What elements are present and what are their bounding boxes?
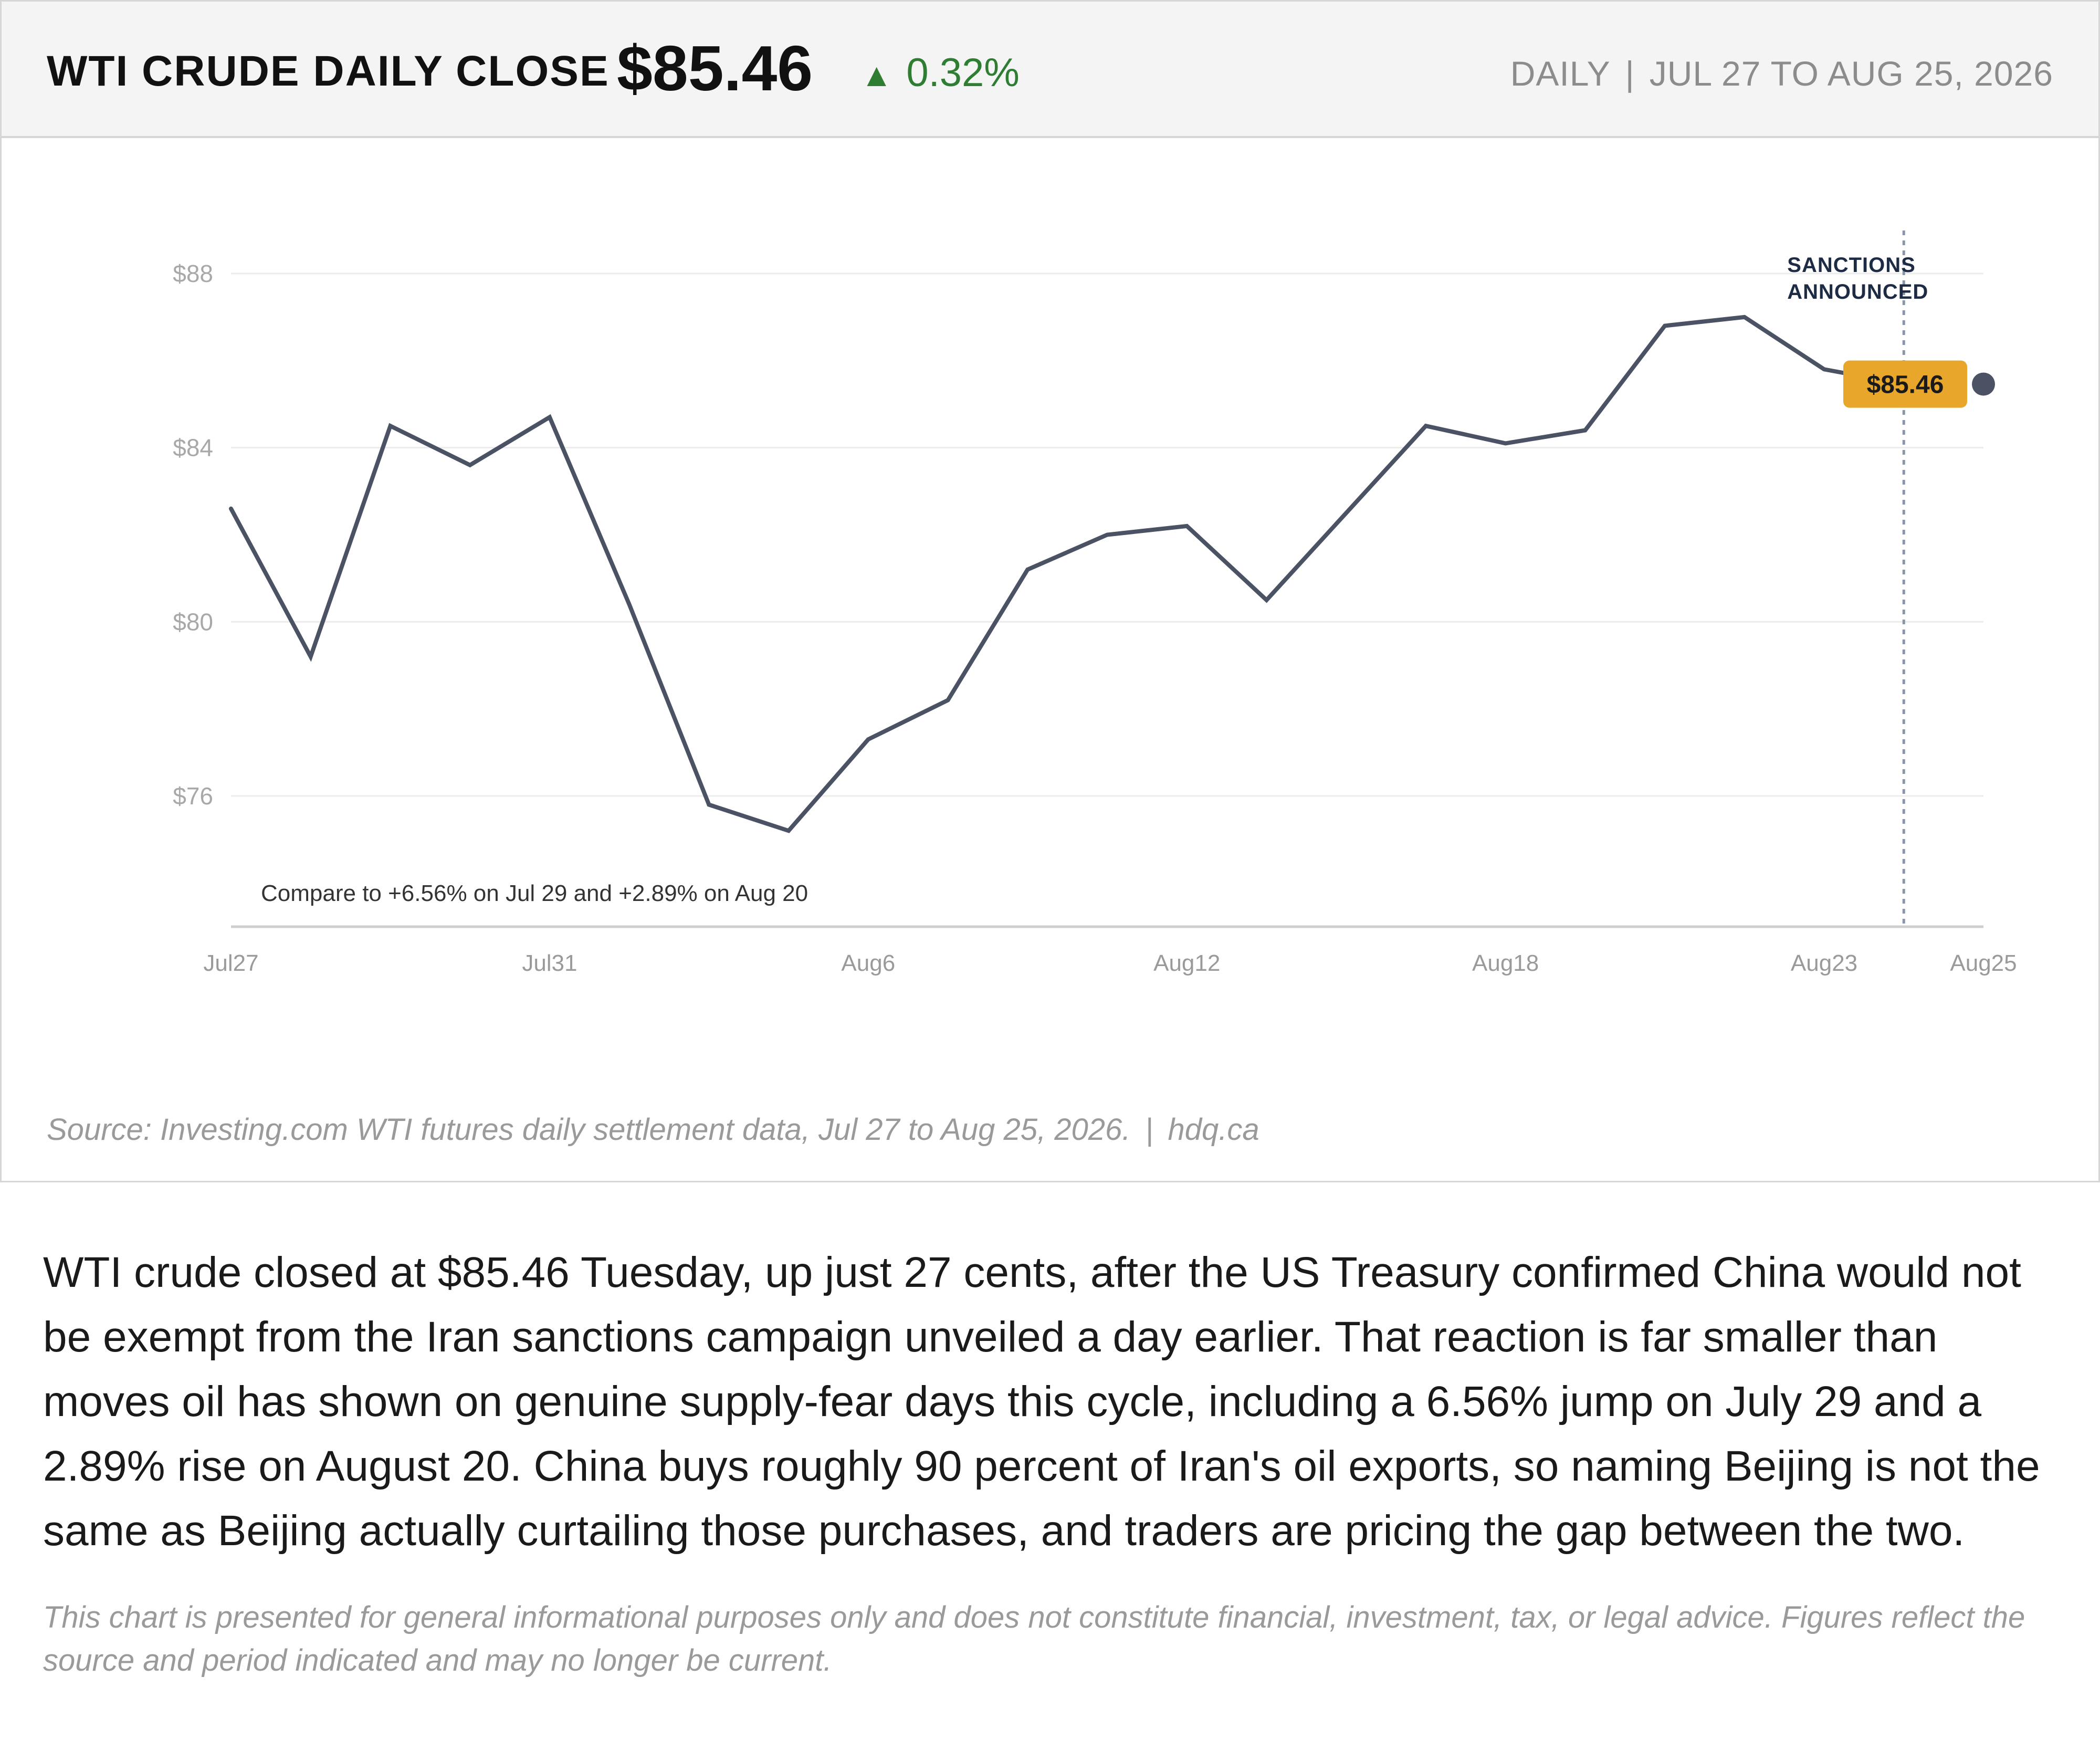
x-tick-label: Aug23 <box>1791 950 1857 976</box>
article-paragraph: WTI crude closed at $85.46 Tuesday, up j… <box>43 1249 2040 1555</box>
x-tick-label: Jul31 <box>522 950 577 976</box>
change-percent: 0.32% <box>906 50 1020 95</box>
comparison-annotation: Compare to +6.56% on Jul 29 and +2.89% o… <box>261 880 808 906</box>
y-tick-label: $80 <box>173 608 213 635</box>
price-line-chart: $88 $84 $80 $76 Jul27 Jul31 Aug6 Aug12 Aug18 Aug2… <box>173 230 2017 976</box>
x-tick-label: Aug25 <box>1950 950 2017 976</box>
last-value-dot <box>1972 372 1995 396</box>
disclaimer-text: This chart is presented for general info… <box>43 1600 2025 1677</box>
x-tick-label: Aug12 <box>1153 950 1220 976</box>
last-value-label: $85.46 <box>1867 371 1944 399</box>
frequency-label: DAILY <box>1510 54 1611 93</box>
y-tick-label: $76 <box>173 782 213 810</box>
price-change: ▲ 0.32% <box>860 53 1020 93</box>
source-text: Source: Investing.com WTI futures daily … <box>47 1113 1131 1147</box>
chart-header: WTI CRUDE DAILY CLOSE $85.46 ▲ 0.32% DAIL… <box>2 2 2098 138</box>
up-arrow-icon: ▲ <box>860 57 893 93</box>
x-tick-label: Aug18 <box>1472 950 1539 976</box>
source-site: hdq.ca <box>1168 1113 1259 1147</box>
chart-title: WTI CRUDE DAILY CLOSE <box>47 47 610 95</box>
period-info: DAILY | JUL 27 TO AUG 25, 2026 <box>1510 56 2053 91</box>
event-label: ANNOUNCED <box>1787 280 1928 303</box>
x-tick-label: Jul27 <box>203 950 258 976</box>
event-label: SANCTIONS <box>1787 254 1916 277</box>
y-tick-label: $84 <box>173 434 213 462</box>
y-tick-label: $88 <box>173 260 213 287</box>
price-series-line <box>229 314 1906 833</box>
chart-source: Source: Investing.com WTI futures daily … <box>47 1115 1259 1145</box>
last-value-badge <box>1843 360 1967 408</box>
meta-separator: | <box>1625 54 1635 93</box>
period-label: JUL 27 TO AUG 25, 2026 <box>1649 54 2053 93</box>
x-tick-label: Aug6 <box>841 950 895 976</box>
chart-card: WTI CRUDE DAILY CLOSE $85.46 ▲ 0.32% DAIL… <box>0 0 2100 1182</box>
source-separator: | <box>1145 1113 1153 1147</box>
current-price: $85.46 <box>617 33 813 104</box>
